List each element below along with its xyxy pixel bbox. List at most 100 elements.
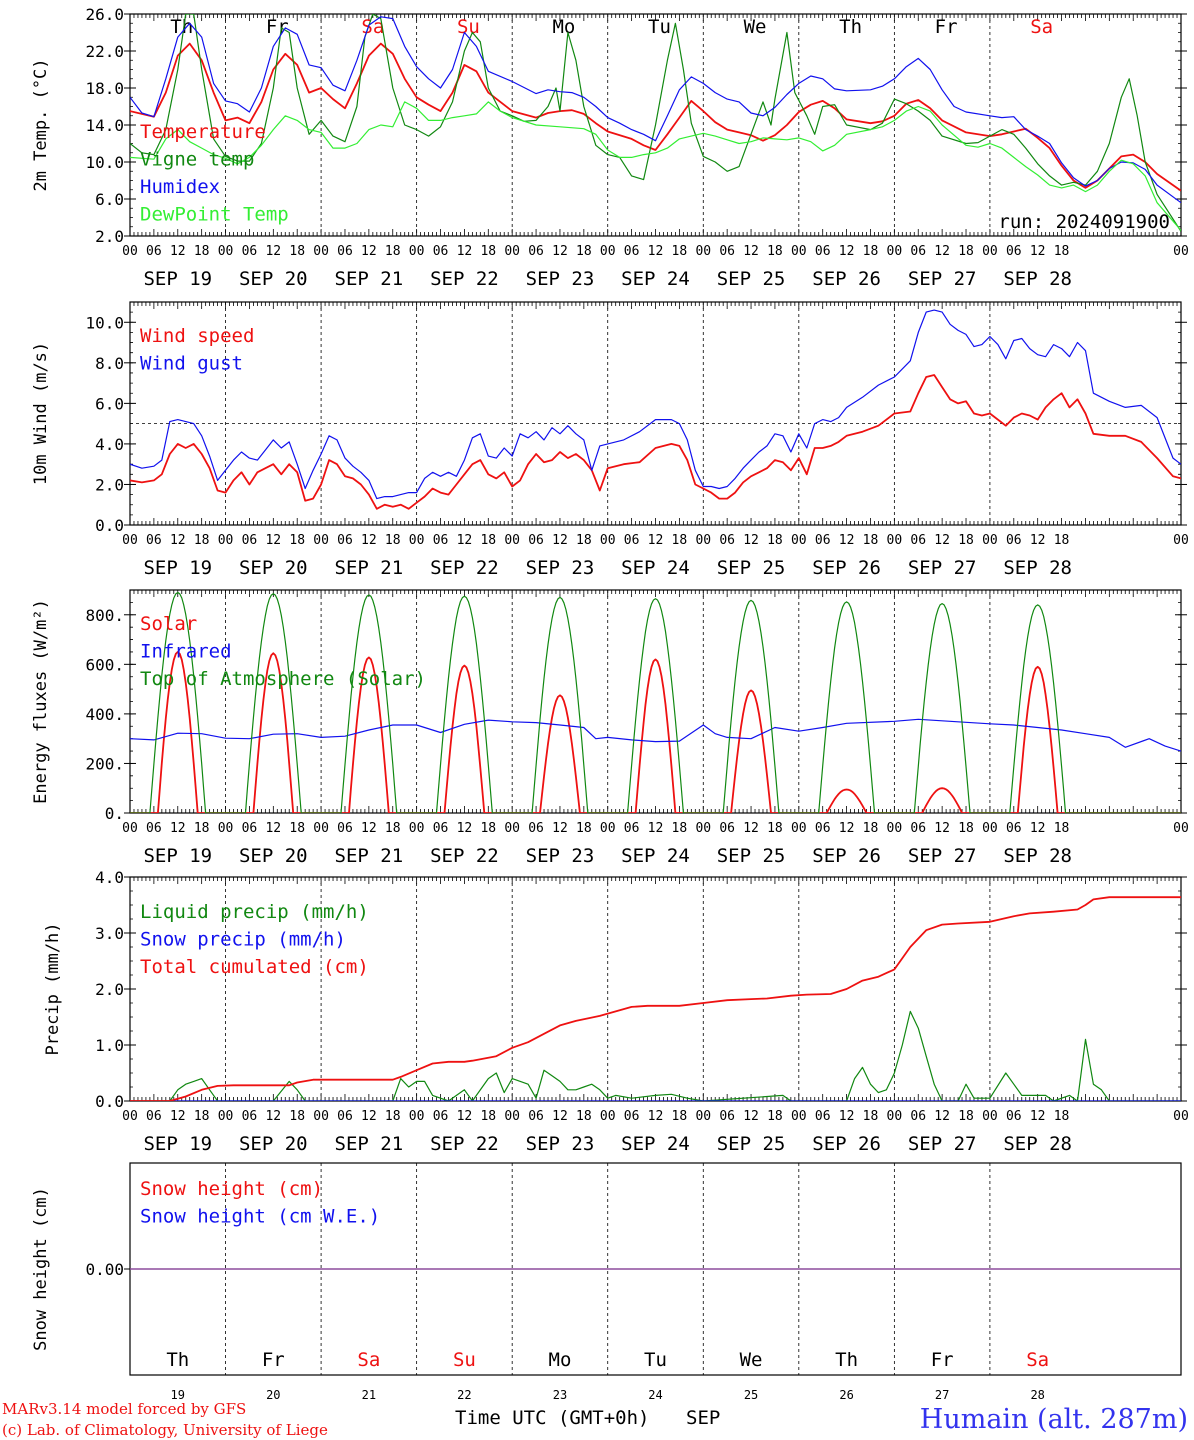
hour-tick-label: 12 xyxy=(552,244,568,259)
hour-tick-label: 12 xyxy=(648,821,664,836)
hour-tick-label: 12 xyxy=(265,533,281,548)
hour-tick-label: 18 xyxy=(576,244,592,259)
legend-entry: Wind gust xyxy=(140,353,243,375)
hour-tick-label: 12 xyxy=(170,821,186,836)
hour-tick-label: 06 xyxy=(1006,244,1022,259)
date-label: SEP 25 xyxy=(717,845,786,867)
hour-tick-label: 12 xyxy=(934,244,950,259)
hour-tick-label: 18 xyxy=(767,533,783,548)
hour-tick-label: 06 xyxy=(624,821,640,836)
hour-tick-label: 00 xyxy=(695,821,711,836)
hour-tick-label: 00 xyxy=(1173,821,1189,836)
hour-tick-label: 00 xyxy=(504,244,520,259)
hour-tick-label: 18 xyxy=(672,244,688,259)
hour-tick-label: 06 xyxy=(910,821,926,836)
day-number-label: 19 xyxy=(171,1388,185,1402)
day-name-label: Mo xyxy=(549,1349,572,1371)
hour-tick-label: 00 xyxy=(409,244,425,259)
y-tick-label: 0.00 xyxy=(85,1260,124,1279)
hour-tick-label: 06 xyxy=(242,533,258,548)
y-tick-label: 6.0 xyxy=(95,190,124,209)
hour-tick-label: 06 xyxy=(1006,821,1022,836)
hour-tick-label: 06 xyxy=(1006,1109,1022,1124)
day-name-label: Sa xyxy=(357,1349,380,1371)
y-tick-label: 6.0 xyxy=(95,394,124,413)
y-tick-label: 0.0 xyxy=(95,516,124,535)
panel-snow: 0.00 Snow height (cm) Th 19 Fr 20 Sa 21 Su 22 Mo 23… xyxy=(31,1162,1182,1402)
hour-tick-label: 18 xyxy=(958,533,974,548)
hour-tick-label: 00 xyxy=(695,244,711,259)
hour-tick-label: 06 xyxy=(242,1109,258,1124)
day-number-label: 25 xyxy=(744,1388,758,1402)
hour-tick-label: 18 xyxy=(863,821,879,836)
date-label: SEP 23 xyxy=(526,845,595,867)
hour-tick-label: 00 xyxy=(218,533,234,548)
hour-tick-label: 06 xyxy=(337,244,353,259)
hour-tick-label: 18 xyxy=(863,1109,879,1124)
panel-temperature: 2.0 6.0 10.0 14.0 18.0 22.0 26.0 2m Temp. (°C) 0… xyxy=(31,5,1189,290)
hour-tick-label: 00 xyxy=(695,1109,711,1124)
series-line-wind-gust xyxy=(130,309,1181,500)
hour-tick-label: 00 xyxy=(313,1109,329,1124)
hour-tick-label: 12 xyxy=(743,533,759,548)
date-label: SEP 28 xyxy=(1003,845,1072,867)
hour-tick-label: 00 xyxy=(791,533,807,548)
y-axis-label: 2m Temp. (°C) xyxy=(31,58,51,191)
hour-tick-label: 06 xyxy=(433,244,449,259)
hour-tick-label: 06 xyxy=(146,1109,162,1124)
hour-tick-label: 00 xyxy=(1173,244,1189,259)
y-tick-label: 600. xyxy=(85,655,124,674)
y-tick-label: 14.0 xyxy=(85,116,124,135)
hour-tick-label: 00 xyxy=(1173,1109,1189,1124)
date-label: SEP 25 xyxy=(717,557,786,579)
hour-tick-label: 18 xyxy=(863,533,879,548)
date-label: SEP 20 xyxy=(239,557,308,579)
hour-tick-label: 00 xyxy=(695,533,711,548)
hour-tick-label: 18 xyxy=(194,533,210,548)
date-label: SEP 25 xyxy=(717,268,786,290)
date-label: SEP 28 xyxy=(1003,268,1072,290)
y-tick-label: 400. xyxy=(85,705,124,724)
legend-entry: Snow precip (mm/h) xyxy=(140,929,346,951)
day-name-label: We xyxy=(744,16,767,38)
hour-tick-label: 12 xyxy=(743,1109,759,1124)
hour-ticks xyxy=(129,302,1182,525)
hour-tick-label: 00 xyxy=(887,821,903,836)
y-tick-label: 18.0 xyxy=(85,79,124,98)
y-minor-ticks xyxy=(130,589,1181,814)
date-label: SEP 24 xyxy=(621,1133,690,1155)
hour-tick-label: 00 xyxy=(313,821,329,836)
hour-tick-label: 00 xyxy=(887,1109,903,1124)
hour-tick-label: 12 xyxy=(743,821,759,836)
hour-tick-label: 18 xyxy=(385,1109,401,1124)
hour-tick-label: 06 xyxy=(337,1109,353,1124)
date-label: SEP 26 xyxy=(812,557,881,579)
hour-tick-label: 12 xyxy=(552,821,568,836)
hour-tick-label: 12 xyxy=(934,533,950,548)
y-axis-label: Energy fluxes (W/m²) xyxy=(31,599,51,804)
hour-tick-label: 06 xyxy=(146,821,162,836)
hour-tick-label: 12 xyxy=(1030,821,1046,836)
hour-tick-label: 18 xyxy=(1054,533,1070,548)
hour-tick-label: 06 xyxy=(528,533,544,548)
y-tick-label: 8.0 xyxy=(95,354,124,373)
hour-tick-label: 12 xyxy=(170,1109,186,1124)
hour-tick-label: 00 xyxy=(982,533,998,548)
y-tick-label: 3.0 xyxy=(95,924,124,943)
hour-tick-label: 06 xyxy=(815,244,831,259)
date-label: SEP 25 xyxy=(717,1133,786,1155)
hour-tick-label: 12 xyxy=(170,244,186,259)
legend-entry: Vigne temp xyxy=(140,149,254,171)
hour-tick-label: 06 xyxy=(910,533,926,548)
date-label: SEP 22 xyxy=(430,845,499,867)
hour-tick-label: 18 xyxy=(767,821,783,836)
hour-tick-label: 06 xyxy=(337,533,353,548)
day-number-label: 23 xyxy=(553,1388,567,1402)
hour-tick-label: 00 xyxy=(122,244,138,259)
hour-tick-label: 12 xyxy=(839,821,855,836)
y-axis-label: Snow height (cm) xyxy=(31,1187,51,1351)
date-label: SEP 20 xyxy=(239,845,308,867)
series-group xyxy=(130,14,1181,232)
hour-tick-label: 18 xyxy=(289,533,305,548)
hour-tick-label: 00 xyxy=(791,1109,807,1124)
